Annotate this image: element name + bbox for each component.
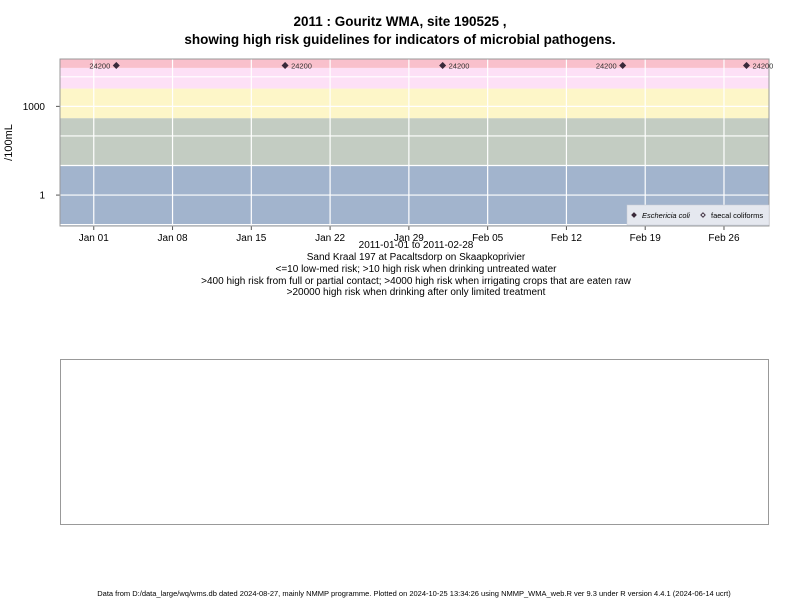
chart-title-line-2: showing high risk guidelines for indicat… <box>184 32 616 47</box>
data-point-0-0 <box>112 61 120 69</box>
risk-band-1 <box>60 118 769 166</box>
x-tick-label-5: Feb 05 <box>472 233 504 244</box>
data-label-0-2: 24200 <box>449 61 470 70</box>
footer-note: Data from D:/data_large/wq/wms.db dated … <box>97 589 731 598</box>
x-tick-label-1: Jan 08 <box>158 233 188 244</box>
x-tick-label-7: Feb 19 <box>630 233 662 244</box>
legend-marker-1 <box>700 212 706 218</box>
data-point-0-4 <box>742 61 750 69</box>
legend-marker-0 <box>631 212 637 218</box>
legend-label-0: Eschericia coli <box>642 211 690 220</box>
data-label-0-0: 24200 <box>89 61 110 70</box>
x-tick-label-0: Jan 01 <box>79 233 109 244</box>
data-point-0-3 <box>619 61 627 69</box>
data-label-0-4: 24200 <box>752 61 773 70</box>
y-axis-label: /100mL <box>3 124 15 161</box>
guideline-line-1: <=10 low-med risk; >10 high risk when dr… <box>275 264 557 275</box>
data-label-0-3: 24200 <box>596 61 617 70</box>
plot-border <box>59 58 770 227</box>
x-tick-label-6: Feb 12 <box>551 233 583 244</box>
guideline-line-3: >20000 high risk when drinking after onl… <box>286 287 546 298</box>
x-tick-label-3: Jan 22 <box>315 233 345 244</box>
x-tick-label-2: Jan 15 <box>236 233 266 244</box>
chart-title-line-1: 2011 : Gouritz WMA, site 190525 , <box>293 14 507 29</box>
chart-svg: Jan 01 Jan 08 Jan 15 Jan 22 Jan 29 Feb 05 Feb … <box>3 58 773 244</box>
data-point-0-1 <box>281 61 289 69</box>
date-range-label: 2011-01-01 to 2011-02-28 <box>358 240 474 251</box>
empty-plot-panel <box>60 359 769 525</box>
guideline-line-2: >400 high risk from full or partial cont… <box>201 276 631 287</box>
x-tick-label-4: Jan 29 <box>394 233 424 244</box>
data-label-0-1: 24200 <box>291 61 312 70</box>
site-description: Sand Kraal 197 at Pacaltsdorp on Skaapko… <box>306 252 526 263</box>
x-tick-label-8: Feb 26 <box>708 233 740 244</box>
legend-label-1: faecal coliforms <box>711 211 763 220</box>
legend-box <box>626 204 770 226</box>
risk-band-4 <box>60 59 769 68</box>
data-point-0-2 <box>439 61 447 69</box>
risk-band-2 <box>60 88 769 119</box>
y-tick-label-1: 1000 <box>23 102 46 113</box>
y-tick-label-0: 1 <box>39 191 45 202</box>
risk-band-3 <box>60 67 769 89</box>
